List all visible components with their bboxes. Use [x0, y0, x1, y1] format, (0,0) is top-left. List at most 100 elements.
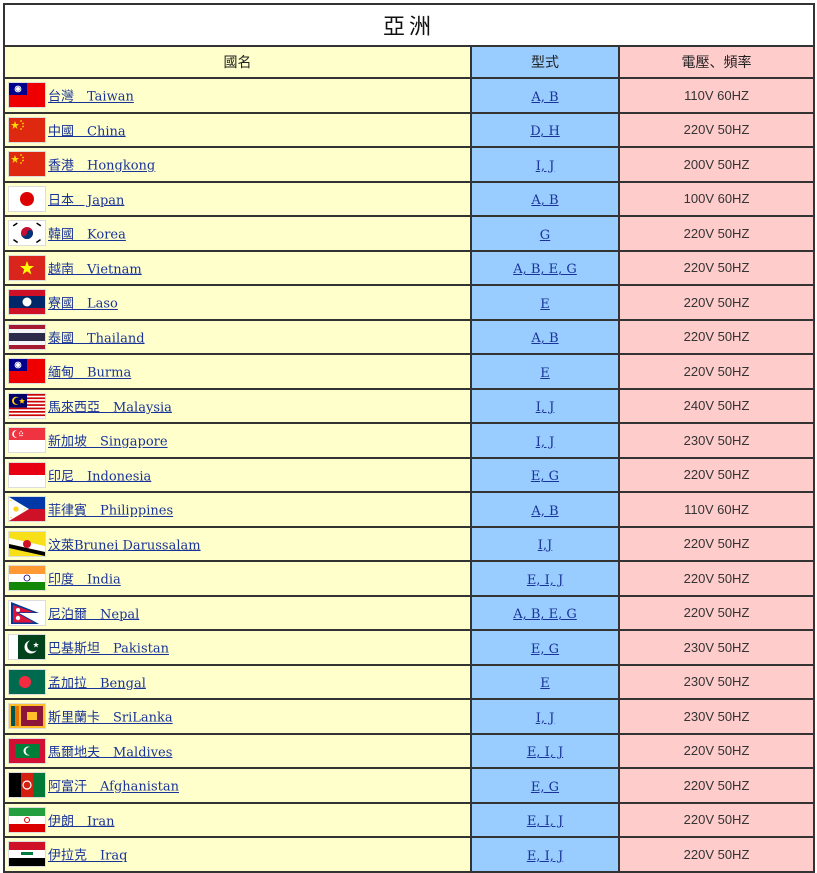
- country-link[interactable]: 日本 Japan: [48, 193, 125, 209]
- country-cell: 泰國 Thailand: [3, 318, 472, 355]
- plug-type-link[interactable]: A, B: [531, 193, 559, 209]
- plug-type-link[interactable]: E: [540, 676, 550, 692]
- voltage-cell: 220V 50HZ: [617, 767, 816, 804]
- table-row: 馬來西亞 Malaysia I, J 240V 50HZ: [3, 387, 816, 424]
- country-link[interactable]: 馬來西亞 Malaysia: [48, 400, 172, 416]
- country-link[interactable]: 緬甸 Burma: [48, 365, 132, 381]
- singapore-flag-icon: [8, 427, 46, 454]
- country-link[interactable]: 菲律賓 Philippines: [48, 503, 174, 519]
- country-link[interactable]: 馬爾地夫 Maldives: [48, 745, 173, 761]
- plug-type-link[interactable]: I, J: [535, 710, 555, 726]
- plug-type-link[interactable]: A, B, E, G: [513, 262, 577, 278]
- plug-type-link[interactable]: E, G: [530, 641, 560, 657]
- china-flag-icon: [8, 151, 46, 178]
- nepal-flag-icon: [8, 599, 46, 626]
- plug-type-link[interactable]: A, B: [531, 89, 559, 105]
- indonesia-flag-icon: [8, 461, 46, 488]
- country-link[interactable]: 汶萊Brunei Darussalam: [48, 538, 201, 554]
- taiwan-flag-icon: [8, 82, 46, 109]
- plug-type-cell: E: [470, 663, 620, 700]
- table-row: 緬甸 Burma E 220V 50HZ: [3, 353, 816, 390]
- column-header-country: 國名: [3, 45, 472, 79]
- country-cell: 印度 India: [3, 560, 472, 597]
- table-row: 伊朗 Iran E, I, J 220V 50HZ: [3, 801, 816, 838]
- voltage-cell: 110V 60HZ: [617, 77, 816, 114]
- country-cell: 印尼 Indonesia: [3, 456, 472, 493]
- country-link[interactable]: 台灣 Taiwan: [48, 89, 134, 105]
- region-title: 亞洲: [2, 3, 816, 47]
- table-row: 巴基斯坦 Pakistan E, G 230V 50HZ: [3, 629, 816, 666]
- plug-type-cell: I, J: [470, 422, 620, 459]
- voltage-cell: 220V 50HZ: [617, 594, 816, 631]
- table-row: 尼泊爾 Nepal A, B, E, G 220V 50HZ: [3, 594, 816, 631]
- country-link[interactable]: 泰國 Thailand: [48, 331, 145, 347]
- column-header-plug-type: 型式: [470, 45, 620, 79]
- country-cell: 新加坡 Singapore: [3, 422, 472, 459]
- korea-flag-icon: [8, 220, 46, 247]
- country-cell: 尼泊爾 Nepal: [3, 594, 472, 631]
- voltage-cell: 220V 50HZ: [617, 801, 816, 838]
- table-row: 日本 Japan A, B 100V 60HZ: [3, 180, 816, 217]
- country-link[interactable]: 孟加拉 Bengal: [48, 676, 146, 692]
- china-flag-icon: [8, 116, 46, 143]
- voltage-cell: 110V 60HZ: [617, 491, 816, 528]
- country-cell: 馬爾地夫 Maldives: [3, 732, 472, 769]
- plug-type-link[interactable]: E, I, J: [526, 572, 564, 588]
- country-link[interactable]: 尼泊爾 Nepal: [48, 607, 140, 623]
- table-row: 寮國 Laso E 220V 50HZ: [3, 284, 816, 321]
- country-cell: 汶萊Brunei Darussalam: [3, 525, 472, 562]
- country-cell: 寮國 Laso: [3, 284, 472, 321]
- plug-type-link[interactable]: E, G: [530, 469, 560, 485]
- taiwan-flag-icon: [8, 358, 46, 385]
- country-link[interactable]: 越南 Vietnam: [48, 262, 142, 278]
- table-row: 韓國 Korea G 220V 50HZ: [3, 215, 816, 252]
- voltage-cell: 100V 60HZ: [617, 180, 816, 217]
- country-cell: 中國 China: [3, 111, 472, 148]
- plug-type-cell: E, I, J: [470, 836, 620, 873]
- country-cell: 緬甸 Burma: [3, 353, 472, 390]
- plug-type-link[interactable]: I,J: [537, 538, 553, 554]
- plug-type-link[interactable]: I, J: [535, 434, 555, 450]
- voltage-cell: 220V 50HZ: [617, 111, 816, 148]
- country-link[interactable]: 斯里蘭卡 SriLanka: [48, 710, 173, 726]
- country-link[interactable]: 新加坡 Singapore: [48, 434, 168, 450]
- plug-type-link[interactable]: D, H: [530, 124, 560, 140]
- country-cell: 日本 Japan: [3, 180, 472, 217]
- table-row: 越南 Vietnam A, B, E, G 220V 50HZ: [3, 249, 816, 286]
- voltage-cell: 220V 50HZ: [617, 732, 816, 769]
- country-link[interactable]: 韓國 Korea: [48, 227, 126, 243]
- country-link[interactable]: 寮國 Laso: [48, 296, 118, 312]
- country-link[interactable]: 阿富汗 Afghanistan: [48, 779, 179, 795]
- iran-flag-icon: [8, 806, 46, 833]
- plug-type-link[interactable]: E: [540, 365, 550, 381]
- plug-type-cell: E, G: [470, 767, 620, 804]
- country-link[interactable]: 印度 India: [48, 572, 121, 588]
- voltage-cell: 230V 50HZ: [617, 422, 816, 459]
- plug-type-link[interactable]: A, B, E, G: [513, 607, 577, 623]
- plug-type-link[interactable]: E, I, J: [526, 745, 564, 761]
- country-link[interactable]: 香港 Hongkong: [48, 158, 156, 174]
- table-row: 伊拉克 Iraq E, I, J 220V 50HZ: [3, 836, 816, 873]
- plug-type-link[interactable]: E, I, J: [526, 848, 564, 864]
- plug-type-link[interactable]: E, I, J: [526, 814, 564, 830]
- country-cell: 斯里蘭卡 SriLanka: [3, 698, 472, 735]
- table-row: 菲律賓 Philippines A, B 110V 60HZ: [3, 491, 816, 528]
- country-cell: 伊拉克 Iraq: [3, 836, 472, 873]
- plug-type-link[interactable]: G: [539, 227, 551, 243]
- country-link[interactable]: 印尼 Indonesia: [48, 469, 152, 485]
- country-link[interactable]: 伊朗 Iran: [48, 814, 115, 830]
- country-link[interactable]: 中國 China: [48, 124, 126, 140]
- voltage-cell: 220V 50HZ: [617, 249, 816, 286]
- voltage-cell: 220V 50HZ: [617, 284, 816, 321]
- plug-type-link[interactable]: A, B: [531, 503, 559, 519]
- plug-type-link[interactable]: I, J: [535, 158, 555, 174]
- plug-type-link[interactable]: E: [540, 296, 550, 312]
- table-row: 孟加拉 Bengal E 230V 50HZ: [3, 663, 816, 700]
- country-link[interactable]: 伊拉克 Iraq: [48, 848, 128, 864]
- plug-type-link[interactable]: A, B: [531, 331, 559, 347]
- plug-type-link[interactable]: E, G: [530, 779, 560, 795]
- table-row: 印度 India E, I, J 220V 50HZ: [3, 560, 816, 597]
- plug-type-cell: E: [470, 284, 620, 321]
- plug-type-link[interactable]: I, J: [535, 400, 555, 416]
- country-link[interactable]: 巴基斯坦 Pakistan: [48, 641, 169, 657]
